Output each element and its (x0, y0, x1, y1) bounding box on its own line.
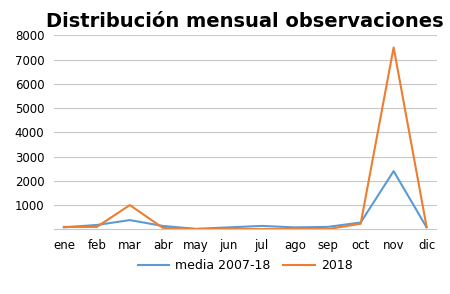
media 2007-18 (226, 225, 231, 229)
media 2007-18 (193, 227, 198, 230)
media 2007-18 (292, 225, 297, 229)
2018 (424, 225, 429, 229)
media 2007-18 (94, 223, 99, 227)
media 2007-18 (160, 224, 166, 228)
media 2007-18 (127, 218, 133, 222)
2018 (61, 225, 67, 229)
2018 (358, 222, 363, 225)
Line: media 2007-18: media 2007-18 (64, 171, 427, 229)
2018 (325, 227, 330, 231)
2018 (259, 227, 265, 231)
2018 (193, 227, 198, 231)
2018 (391, 46, 396, 49)
media 2007-18 (259, 224, 265, 228)
2018 (94, 225, 99, 229)
media 2007-18 (391, 169, 396, 173)
2018 (160, 226, 166, 230)
media 2007-18 (424, 225, 429, 229)
media 2007-18 (325, 225, 330, 229)
2018 (127, 203, 133, 207)
2018 (226, 227, 231, 231)
Title: Distribución mensual observaciones: Distribución mensual observaciones (46, 12, 444, 31)
2018 (292, 227, 297, 231)
media 2007-18 (358, 221, 363, 224)
media 2007-18 (61, 225, 67, 229)
Legend: media 2007-18, 2018: media 2007-18, 2018 (133, 254, 358, 278)
Line: 2018: 2018 (64, 47, 427, 229)
